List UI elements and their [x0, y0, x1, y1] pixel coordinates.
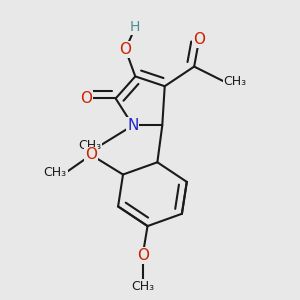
Text: O: O [136, 248, 148, 263]
Text: CH₃: CH₃ [224, 75, 247, 88]
Text: H: H [130, 20, 140, 34]
Text: O: O [119, 42, 131, 57]
Text: O: O [193, 32, 205, 47]
Text: N: N [127, 118, 139, 133]
Text: O: O [80, 91, 92, 106]
Text: CH₃: CH₃ [78, 139, 101, 152]
Text: CH₃: CH₃ [44, 166, 67, 178]
Text: CH₃: CH₃ [131, 280, 154, 293]
Text: O: O [85, 147, 97, 162]
